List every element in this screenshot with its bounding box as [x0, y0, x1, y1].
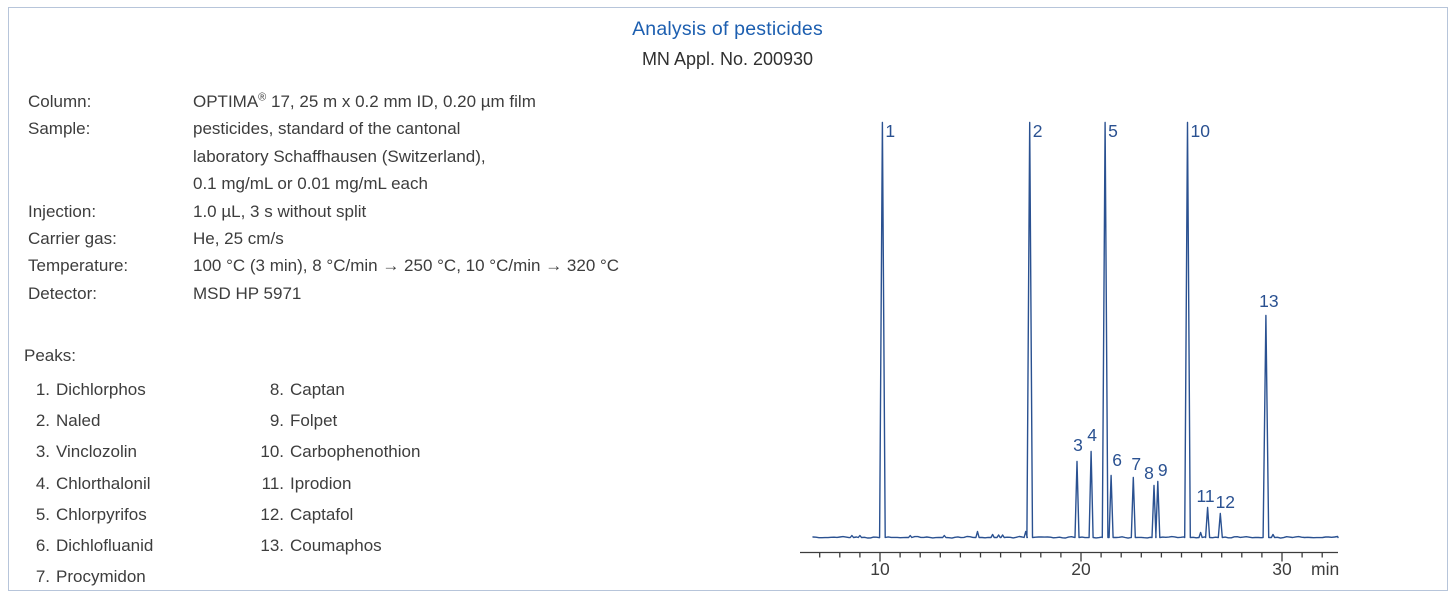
- chromatogram-trace: [812, 121, 1339, 539]
- method-row-column: Column: OPTIMA® 17, 25 m x 0.2 mm ID, 0.…: [28, 88, 619, 115]
- method-label: Carrier gas:: [28, 229, 117, 249]
- method-row-carrier-gas: Carrier gas: He, 25 cm/s: [28, 225, 619, 252]
- method-value: MSD HP 5971: [193, 283, 302, 303]
- peak-name: Dichlofluanid: [56, 536, 154, 556]
- peak-name: Chlorpyrifos: [56, 504, 147, 524]
- peak-name: Dichlorphos: [56, 380, 146, 399]
- peaks-list-title: Peaks:: [24, 346, 76, 365]
- method-label: Injection:: [28, 201, 97, 221]
- method-row-sample-cont: laboratory Schaffhausen (Switzerland),: [28, 143, 619, 170]
- peak-label-8: 8: [1144, 463, 1154, 483]
- method-conditions: Column: OPTIMA® 17, 25 m x 0.2 mm ID, 0.…: [28, 88, 619, 307]
- peak-number: 7.: [35, 567, 50, 587]
- method-label: Detector:: [28, 283, 97, 303]
- peak-label-6: 6: [1112, 450, 1122, 470]
- method-label: Column:: [28, 92, 92, 111]
- method-row-detector: Detector: MSD HP 5971: [28, 280, 619, 307]
- peak-label-12: 12: [1216, 492, 1235, 512]
- method-label: Sample:: [28, 119, 91, 139]
- method-value: 1.0 µL, 3 s without split: [193, 201, 367, 221]
- peak-number: 9.: [269, 411, 284, 431]
- x-axis-unit-label: min: [1311, 559, 1339, 579]
- column-name: OPTIMA: [193, 92, 259, 111]
- peak-label-5: 5: [1108, 121, 1118, 141]
- peak-list-item: 5. Chlorpyrifos: [24, 499, 153, 530]
- peak-number: 4.: [35, 473, 50, 493]
- x-tick-label-10: 10: [870, 559, 890, 579]
- peak-list-item: 2. Naled: [24, 405, 153, 436]
- peak-number: 2.: [35, 411, 50, 431]
- peak-label-1: 1: [885, 121, 895, 141]
- peak-list-item: 11. Iprodion: [246, 468, 420, 499]
- peak-name: Chlorthalonil: [56, 473, 151, 493]
- peak-list-item: 13. Coumaphos: [246, 530, 420, 561]
- method-label: [28, 170, 193, 197]
- peak-name: Captafol: [290, 504, 354, 524]
- peak-number: 11.: [261, 473, 284, 493]
- peak-number: 10.: [260, 442, 284, 462]
- peak-number: 3.: [35, 442, 50, 462]
- peak-label-11: 11: [1197, 486, 1215, 506]
- x-tick-label-30: 30: [1272, 559, 1292, 579]
- page-title: Analysis of pesticides: [632, 18, 823, 40]
- peak-label-4: 4: [1087, 425, 1097, 445]
- method-label: [28, 143, 193, 170]
- peak-label-2: 2: [1033, 121, 1043, 141]
- method-row-temperature: Temperature: 100 °C (3 min), 8 °C/min → …: [28, 252, 619, 279]
- method-label: Temperature:: [28, 256, 129, 276]
- peak-name: Vinclozolin: [56, 442, 137, 462]
- peak-list-item: 1. Dichlorphos: [24, 374, 153, 405]
- peak-name: Captan: [290, 380, 345, 399]
- registered-trademark: ®: [258, 91, 267, 104]
- x-tick-label-20: 20: [1071, 559, 1091, 579]
- method-value: 100 °C (3 min), 8 °C/min → 250 °C, 10 °C…: [193, 256, 620, 276]
- peak-label-10: 10: [1191, 121, 1211, 141]
- peak-list-item: 6. Dichlofluanid: [24, 530, 154, 561]
- peak-list-item: 8. Captan: [246, 374, 420, 405]
- peak-label-9: 9: [1158, 460, 1168, 480]
- peak-label-3: 3: [1073, 435, 1083, 455]
- method-value: OPTIMA® 17, 25 m x 0.2 mm ID, 0.20 µm fi…: [193, 88, 536, 115]
- peak-name: Iprodion: [290, 473, 352, 493]
- column-specs: 17, 25 m x 0.2 mm ID, 0.20 µm film: [266, 92, 536, 111]
- peak-list-item: 3. Vinclozolin: [24, 436, 153, 467]
- peak-label-7: 7: [1131, 454, 1141, 474]
- method-row-sample-cont2: 0.1 mg/mL or 0.01 mg/mL each: [28, 170, 619, 197]
- method-value: 0.1 mg/mL or 0.01 mg/mL each: [193, 174, 428, 194]
- peak-list-item: 10. Carbophenothion: [246, 436, 420, 467]
- method-value: laboratory Schaffhausen (Switzerland),: [193, 146, 486, 166]
- peak-list-item: 4. Chlorthalonil: [24, 468, 153, 499]
- peak-number: 6.: [35, 536, 50, 556]
- method-value: pesticides, standard of the cantonal: [193, 119, 461, 139]
- peak-number: 1.: [35, 380, 50, 399]
- method-row-sample: Sample: pesticides, standard of the cant…: [28, 115, 619, 142]
- peak-label-13: 13: [1259, 291, 1278, 311]
- application-number: MN Appl. No. 200930: [641, 49, 814, 69]
- peak-number: 8.: [269, 380, 284, 399]
- peak-number: 13.: [260, 536, 284, 556]
- method-value: He, 25 cm/s: [193, 229, 284, 249]
- peaks-list-column-2: 8. Captan 9. Folpet 10. Carbophenothion 11.…: [246, 374, 420, 561]
- peak-name: Procymidon: [56, 567, 146, 587]
- peak-number: 5.: [35, 504, 50, 524]
- peak-list-item: 7. Procymidon: [24, 561, 153, 592]
- peaks-list-column-1: 1. Dichlorphos 2. Naled 3. Vinclozolin 4. Ch…: [24, 374, 154, 592]
- peak-name: Folpet: [290, 411, 338, 431]
- peak-name: Naled: [56, 411, 101, 431]
- peak-name: Carbophenothion: [290, 442, 421, 462]
- peak-name: Coumaphos: [290, 536, 382, 556]
- peak-list-item: 9. Folpet: [246, 405, 420, 436]
- peak-list-item: 12. Captafol: [246, 499, 420, 530]
- method-row-injection: Injection: 1.0 µL, 3 s without split: [28, 198, 619, 225]
- peak-number: 12.: [260, 504, 284, 524]
